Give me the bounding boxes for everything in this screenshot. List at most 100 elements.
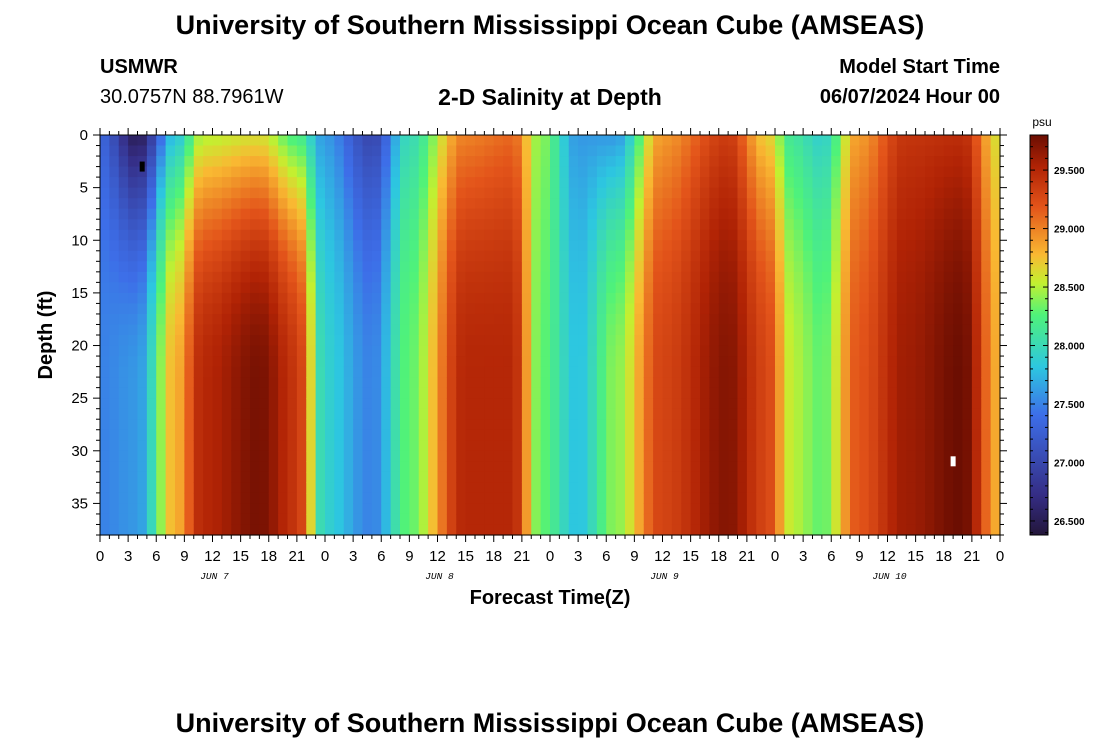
heatmap-cell: [925, 240, 935, 252]
heatmap-cell: [906, 219, 917, 231]
heatmap-cell: [418, 177, 429, 189]
heatmap-cell: [259, 166, 270, 178]
heatmap-cell: [596, 398, 607, 410]
heatmap-cell: [137, 303, 148, 315]
heatmap-cell: [465, 366, 476, 378]
heatmap-cell: [409, 324, 420, 336]
heatmap-cell: [278, 240, 289, 252]
heatmap-cell: [850, 219, 860, 231]
heatmap-cell: [165, 408, 176, 420]
heatmap-cell: [915, 335, 926, 347]
heatmap-cell: [325, 461, 335, 473]
heatmap-cell: [278, 208, 289, 220]
heatmap-cell: [287, 324, 298, 336]
data-markers: [139, 161, 956, 467]
heatmap-cell: [259, 282, 270, 294]
heatmap-cell: [643, 240, 654, 252]
heatmap-cell: [840, 282, 851, 294]
heatmap-cell: [503, 271, 514, 283]
heatmap-cell: [550, 387, 560, 399]
heatmap-cell: [325, 492, 335, 505]
heatmap-cell: [615, 524, 626, 536]
heatmap-cell: [315, 219, 326, 231]
heatmap-cell: [437, 429, 448, 441]
heatmap-cell: [578, 303, 589, 315]
heatmap-cell: [343, 313, 354, 326]
heatmap-cell: [812, 408, 823, 420]
heatmap-cell: [812, 177, 823, 189]
heatmap-cell: [718, 335, 729, 347]
heatmap-cell: [587, 303, 598, 315]
heatmap-cell: [568, 366, 579, 378]
heatmap-cell: [943, 398, 954, 410]
heatmap-cell: [850, 450, 860, 462]
heatmap-cell: [915, 303, 926, 315]
heatmap-cell: [784, 524, 795, 536]
heatmap-cell: [400, 156, 410, 168]
heatmap-cell: [812, 292, 823, 305]
heatmap-cell: [390, 335, 401, 347]
heatmap-cell: [934, 387, 945, 399]
heatmap-cell: [334, 345, 345, 357]
heatmap-cell: [718, 492, 729, 505]
heatmap-cell: [587, 450, 598, 462]
heatmap-cell: [578, 324, 589, 336]
heatmap-cell: [343, 450, 354, 462]
heatmap-cell: [896, 335, 907, 347]
heatmap-cell: [475, 450, 485, 462]
heatmap-cell: [193, 503, 204, 515]
heatmap-cell: [737, 135, 748, 147]
heatmap-cell: [456, 292, 467, 305]
heatmap-cell: [962, 250, 973, 262]
heatmap-cell: [156, 292, 167, 305]
heatmap-cell: [465, 471, 476, 483]
heatmap-cell: [315, 313, 326, 326]
heatmap-cell: [193, 482, 204, 494]
model-start-value: 06/07/2024 Hour 00: [819, 86, 1000, 108]
heatmap-cell: [362, 377, 373, 389]
heatmap-cell: [165, 166, 176, 178]
heatmap-cell: [690, 261, 701, 273]
heatmap-cell: [521, 471, 532, 483]
heatmap-cell: [831, 482, 842, 494]
heatmap-cell: [850, 471, 860, 483]
heatmap-cell: [718, 187, 729, 199]
heatmap-cell: [371, 440, 382, 452]
heatmap-cell: [343, 492, 354, 505]
heatmap-cell: [521, 377, 532, 389]
heatmap-cell: [437, 198, 448, 210]
heatmap-cell: [493, 345, 504, 357]
heatmap-cell: [728, 313, 739, 326]
heatmap-cell: [953, 187, 964, 199]
heatmap-cell: [896, 271, 907, 283]
heatmap-cell: [343, 377, 354, 389]
heatmap-cell: [240, 324, 251, 336]
heatmap-cell: [109, 471, 120, 483]
heatmap-cell: [896, 292, 907, 305]
heatmap-cell: [390, 324, 401, 336]
heatmap-cell: [531, 282, 542, 294]
heatmap-cell: [521, 335, 532, 347]
heatmap-cell: [446, 135, 457, 147]
heatmap-cell: [765, 503, 776, 515]
heatmap-cell: [137, 145, 148, 157]
heatmap-cell: [465, 177, 476, 189]
heatmap-cell: [578, 166, 589, 178]
heatmap-cell: [428, 408, 439, 420]
heatmap-cell: [653, 177, 664, 189]
x-tick-label: 15: [682, 548, 699, 565]
heatmap-cell: [240, 240, 251, 252]
heatmap-cell: [981, 366, 992, 378]
heatmap-cell: [840, 345, 851, 357]
heatmap-cell: [709, 482, 720, 494]
heatmap-cell: [268, 335, 279, 347]
heatmap-cell: [128, 219, 139, 231]
heatmap-cell: [606, 513, 617, 526]
heatmap-cell: [203, 198, 214, 210]
heatmap-cell: [784, 440, 795, 452]
heatmap-cell: [165, 292, 176, 305]
heatmap-cell: [578, 408, 589, 420]
heatmap-cell: [568, 345, 579, 357]
heatmap-cell: [559, 482, 570, 494]
heatmap-cell: [662, 356, 673, 368]
